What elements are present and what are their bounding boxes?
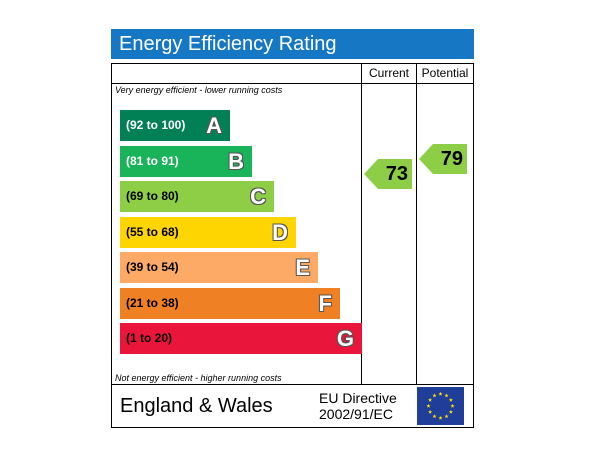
rating-table: Current Potential Very energy efficient … — [111, 63, 474, 428]
band-a: (92 to 100) A — [120, 110, 230, 141]
band-d: (55 to 68) D — [120, 216, 296, 248]
band-e-range: (39 to 54) — [126, 260, 179, 274]
band-c-letter: C — [250, 184, 266, 209]
footer-divider — [112, 384, 473, 385]
band-b-letter: B — [228, 148, 244, 174]
band-f: (21 to 38) F — [120, 287, 340, 319]
eu-star — [444, 393, 449, 398]
potential-rating-arrow: 79 — [419, 143, 467, 174]
bottom-note: Not energy efficient - higher running co… — [115, 373, 282, 383]
eu-star — [432, 414, 437, 419]
band-a-letter: A — [206, 113, 222, 138]
eu-star — [448, 409, 453, 414]
eu-star — [426, 403, 431, 408]
eu-star — [432, 393, 437, 398]
eu-star — [444, 414, 449, 419]
current-arrow-shape — [364, 158, 412, 189]
directive-line-2: 2002/91/EC — [319, 406, 393, 422]
eu-star — [428, 397, 433, 402]
eu-star — [450, 403, 455, 408]
chart-title: Energy Efficiency Rating — [111, 29, 474, 59]
eu-star — [428, 409, 433, 414]
region-label: England & Wales — [120, 395, 273, 417]
top-note: Very energy efficient - lower running co… — [115, 85, 283, 95]
band-b-range: (81 to 91) — [126, 153, 179, 168]
band-e: (39 to 54) E — [120, 252, 318, 283]
band-a-range: (92 to 100) — [126, 118, 186, 132]
directive-line-1: EU Directive — [319, 390, 397, 406]
band-d-range: (55 to 68) — [126, 224, 179, 239]
band-c-range: (69 to 80) — [126, 189, 179, 203]
divider-potential — [416, 64, 417, 384]
band-g-range: (1 to 20) — [126, 331, 173, 345]
eu-star — [438, 391, 443, 396]
current-rating-arrow: 73 — [364, 158, 412, 189]
band-g-letter: G — [336, 326, 354, 351]
band-e-letter: E — [295, 255, 310, 280]
potential-arrow-shape — [419, 143, 467, 174]
divider-current — [361, 64, 362, 384]
eu-flag-icon — [417, 387, 464, 425]
header-divider — [112, 83, 473, 84]
current-rating-value: 73 — [385, 162, 408, 185]
band-g: (1 to 20) G — [120, 323, 362, 354]
column-current-label: Current — [368, 66, 409, 80]
potential-rating-value: 79 — [440, 147, 463, 170]
band-f-range: (21 to 38) — [126, 295, 179, 310]
band-c: (69 to 80) C — [120, 181, 274, 212]
eu-star — [438, 415, 443, 420]
band-d-letter: D — [272, 219, 288, 245]
band-f-letter: F — [318, 290, 332, 316]
eu-star — [448, 397, 453, 402]
band-b: (81 to 91) B — [120, 145, 252, 177]
column-potential-label: Potential — [421, 66, 469, 80]
directive-label: EU Directive 2002/91/EC — [319, 390, 397, 422]
